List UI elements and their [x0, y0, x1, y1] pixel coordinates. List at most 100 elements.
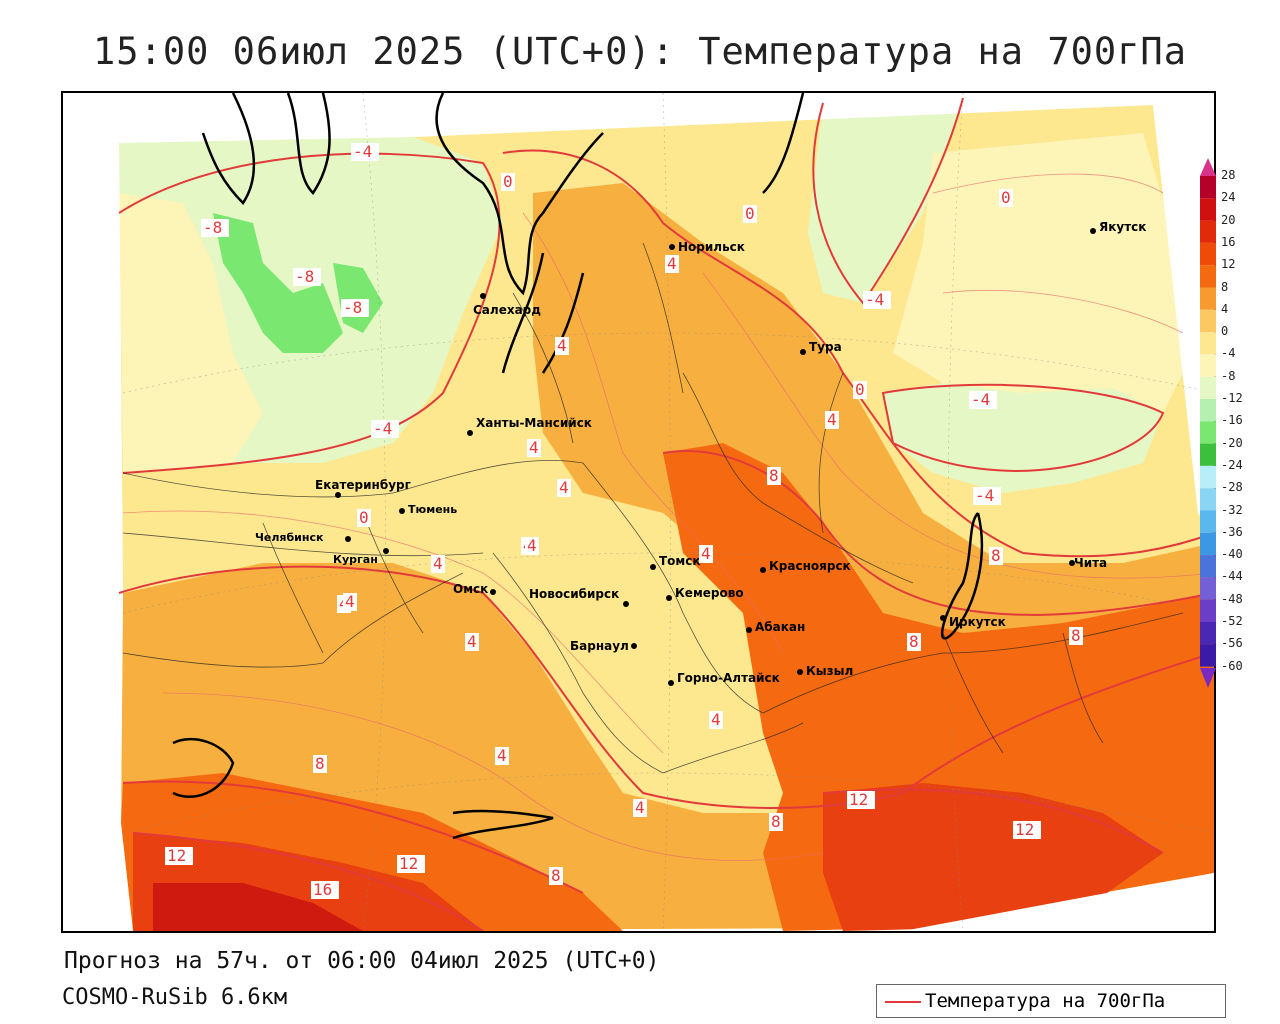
colorbar-swatch: [1200, 599, 1216, 622]
contour-label: 4: [633, 798, 647, 817]
contour-label: 12: [397, 854, 425, 873]
colorbar-tick-label: -48: [1221, 591, 1243, 606]
colorbar: [1200, 158, 1216, 688]
zone-neg4-0-ne: [808, 98, 963, 303]
city-yakutsk: Якутск: [1090, 220, 1146, 234]
svg-text:8: 8: [909, 632, 919, 651]
colorbar-tick-label: -16: [1221, 413, 1243, 428]
svg-text:4: 4: [433, 554, 443, 573]
svg-text:4: 4: [827, 410, 837, 429]
svg-text:-8: -8: [295, 267, 314, 286]
svg-text:4: 4: [701, 544, 711, 563]
zone-12-16-se: [823, 783, 1163, 931]
colorbar-tick-label: 20: [1221, 212, 1236, 227]
thin-isotherm-lines: [122, 173, 1214, 861]
colorbar-swatch: [1200, 332, 1216, 355]
contour-label: 4: [557, 478, 571, 497]
city-label: Салехард: [473, 303, 541, 317]
contour-label: -8: [293, 267, 321, 286]
colorbar-swatch: [1200, 555, 1216, 578]
city-label: Омск: [453, 582, 488, 596]
colorbar-swatch: [1200, 510, 1216, 533]
contour-label: -4: [973, 486, 1001, 505]
graticule: [122, 93, 1214, 931]
city-label: Ханты-Мансийск: [476, 416, 592, 430]
svg-text:-4: -4: [353, 142, 372, 161]
svg-text:-4: -4: [975, 486, 994, 505]
contour-label: -4: [371, 419, 399, 438]
city-label: Барнаул: [570, 639, 629, 653]
svg-text:4: 4: [711, 710, 721, 729]
colorbar-tick-label: -40: [1221, 547, 1243, 562]
svg-text:0: 0: [745, 204, 755, 223]
city-yekaterinburg: Екатеринбург: [315, 478, 411, 498]
svg-text:12: 12: [1015, 820, 1034, 839]
city-tura: Тура: [800, 340, 842, 355]
map-frame: Норильск Салехард Тура Якутск Ханты-Манс…: [61, 91, 1216, 933]
city-markers: Норильск Салехард Тура Якутск Ханты-Манс…: [255, 220, 1146, 686]
city-gorno-altaysk: Горно-Алтайск: [668, 671, 780, 686]
contour-label: -4: [863, 290, 891, 309]
colorbar-swatch: [1200, 622, 1216, 645]
contour-label: 8: [989, 546, 1003, 565]
svg-text:8: 8: [771, 812, 781, 831]
contour-label: 4: [495, 746, 509, 765]
contour-label: 0: [501, 172, 515, 191]
contour-label: 8: [907, 632, 921, 651]
svg-text:4: 4: [557, 336, 567, 355]
city-kurgan: Курган: [333, 548, 389, 566]
svg-text:0: 0: [855, 380, 865, 399]
colorbar-tick-label: -12: [1221, 391, 1243, 405]
svg-text:8: 8: [315, 754, 325, 773]
svg-text:4: 4: [345, 592, 355, 611]
colorbar-swatch: [1200, 220, 1216, 243]
svg-text:8: 8: [551, 866, 561, 885]
svg-text:4: 4: [559, 478, 569, 497]
colorbar-tick-label: 12: [1221, 257, 1236, 272]
city-label: Томск: [659, 554, 701, 568]
zone-light-edge: [119, 193, 263, 473]
contour-label: 8: [549, 866, 563, 885]
colorbar-tick-label: -4: [1221, 346, 1236, 361]
model-info: COSMO-RuSib 6.6км: [62, 985, 288, 1010]
city-label: Тюмень: [408, 503, 457, 516]
svg-text:12: 12: [167, 846, 186, 865]
contour-label: 0: [853, 380, 867, 399]
colorbar-swatch: [1200, 354, 1216, 377]
colorbar-swatch: [1200, 399, 1216, 422]
colorbar-tick-label: -36: [1221, 524, 1243, 539]
temperature-map: Норильск Салехард Тура Якутск Ханты-Манс…: [63, 93, 1214, 931]
city-label: Абакан: [755, 620, 805, 634]
colorbar-swatch: [1200, 265, 1216, 288]
svg-text:-4: -4: [865, 290, 884, 309]
city-norilsk: Норильск: [669, 240, 745, 254]
colorbar-tick-label: -56: [1221, 636, 1243, 651]
city-barnaul: Барнаул: [570, 639, 637, 653]
svg-text:-4: -4: [373, 419, 392, 438]
svg-text:12: 12: [399, 854, 418, 873]
svg-text:-8: -8: [203, 218, 222, 237]
city-label: Чита: [1074, 556, 1107, 570]
svg-text:4: 4: [635, 798, 645, 817]
svg-text:12: 12: [849, 790, 868, 809]
colorbar-tick-label: -20: [1221, 435, 1243, 450]
city-novosibirsk: Новосибирск: [529, 587, 629, 607]
colorbar-bottom-arrow: [1200, 668, 1216, 688]
svg-text:0: 0: [503, 172, 513, 191]
colorbar-tick-label: -44: [1221, 569, 1243, 584]
forecast-info: Прогноз на 57ч. от 06:00 04июл 2025 (UTC…: [64, 948, 660, 974]
colorbar-top-arrow: [1200, 158, 1216, 176]
contour-label: -4: [351, 142, 379, 161]
contour-label: 8: [769, 812, 783, 831]
contour-label: -8: [201, 218, 229, 237]
city-irkutsk: Иркутск: [940, 615, 1006, 629]
svg-text:0: 0: [359, 508, 369, 527]
colorbar-tick-label: 24: [1221, 190, 1236, 205]
svg-text:4: 4: [497, 746, 507, 765]
city-label: Екатеринбург: [315, 478, 411, 492]
city-chita: Чита: [1069, 556, 1107, 570]
colorbar-tick-label: -28: [1221, 480, 1243, 495]
colorbar-tick-label: -24: [1221, 457, 1243, 472]
contour-label: 4: [665, 254, 679, 273]
svg-text:4: 4: [667, 254, 677, 273]
